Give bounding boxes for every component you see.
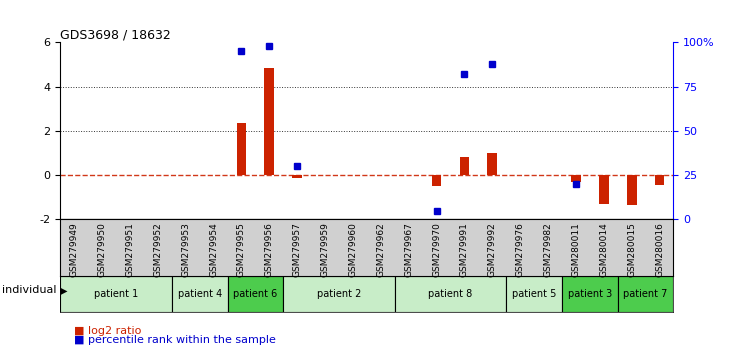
Text: GSM279955: GSM279955: [237, 222, 246, 277]
Text: patient 3: patient 3: [567, 289, 612, 299]
Text: GSM280014: GSM280014: [599, 222, 608, 277]
Text: GSM279951: GSM279951: [126, 222, 135, 277]
Text: patient 4: patient 4: [177, 289, 222, 299]
Text: GSM279962: GSM279962: [376, 222, 386, 277]
Text: GSM279959: GSM279959: [321, 222, 330, 277]
Bar: [227, 276, 283, 312]
Bar: [171, 276, 227, 312]
Text: patient 5: patient 5: [512, 289, 556, 299]
Text: patient 8: patient 8: [428, 289, 473, 299]
Text: GSM279956: GSM279956: [265, 222, 274, 277]
Bar: [236, 123, 247, 175]
Text: individual: individual: [2, 285, 57, 295]
Text: patient 1: patient 1: [94, 289, 138, 299]
Text: GSM279967: GSM279967: [404, 222, 413, 277]
Text: GSM279991: GSM279991: [460, 222, 469, 277]
Bar: [394, 276, 506, 312]
Text: GSM279953: GSM279953: [181, 222, 191, 277]
Text: ■ log2 ratio: ■ log2 ratio: [74, 326, 141, 336]
Bar: [432, 175, 442, 186]
Text: GSM279950: GSM279950: [98, 222, 107, 277]
Bar: [506, 276, 562, 312]
Text: GSM280016: GSM280016: [655, 222, 664, 277]
Bar: [654, 175, 665, 184]
Text: GSM279976: GSM279976: [516, 222, 525, 277]
Text: ▶: ▶: [60, 285, 67, 295]
Text: GSM279954: GSM279954: [209, 222, 218, 277]
Bar: [571, 175, 581, 182]
Text: GSM279992: GSM279992: [488, 222, 497, 277]
Text: GDS3698 / 18632: GDS3698 / 18632: [60, 28, 171, 41]
Text: GSM279970: GSM279970: [432, 222, 441, 277]
Text: patient 7: patient 7: [623, 289, 668, 299]
Text: GSM279949: GSM279949: [70, 222, 79, 277]
Bar: [599, 175, 609, 204]
Bar: [562, 276, 618, 312]
Bar: [627, 175, 637, 205]
Bar: [618, 276, 673, 312]
Text: patient 2: patient 2: [316, 289, 361, 299]
Text: patient 6: patient 6: [233, 289, 277, 299]
Bar: [60, 276, 171, 312]
Text: GSM279960: GSM279960: [348, 222, 358, 277]
Text: GSM280011: GSM280011: [571, 222, 581, 277]
Text: GSM279952: GSM279952: [153, 222, 163, 277]
Bar: [459, 157, 470, 175]
Text: GSM279982: GSM279982: [543, 222, 553, 277]
Bar: [487, 153, 498, 175]
Bar: [264, 68, 275, 175]
Text: ■ percentile rank within the sample: ■ percentile rank within the sample: [74, 335, 275, 345]
Bar: [292, 175, 302, 178]
Text: GSM279957: GSM279957: [293, 222, 302, 277]
Bar: [283, 276, 394, 312]
Text: GSM280015: GSM280015: [627, 222, 636, 277]
